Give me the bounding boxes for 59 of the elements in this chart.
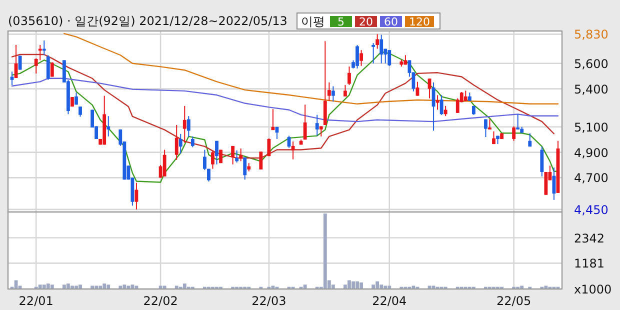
bar bbox=[384, 286, 388, 289]
text: 5 bbox=[338, 16, 344, 28]
bar bbox=[66, 284, 70, 289]
bar bbox=[158, 286, 162, 289]
bar bbox=[130, 284, 134, 289]
y-tick-label: 4,900 bbox=[574, 146, 608, 160]
y-tick-label: 5,100 bbox=[574, 120, 608, 134]
bar bbox=[356, 281, 359, 289]
bar bbox=[182, 284, 186, 289]
bar bbox=[323, 214, 327, 289]
bar bbox=[122, 284, 126, 289]
bar bbox=[303, 284, 307, 289]
y-tick-label: 2342 bbox=[574, 231, 605, 246]
x-tick-label: 22/02 bbox=[143, 294, 178, 308]
y-tick-label: x1000 bbox=[574, 282, 612, 296]
text: 20 bbox=[359, 16, 373, 28]
y-tick-label: 1181 bbox=[574, 256, 605, 271]
line-series bbox=[64, 32, 559, 105]
y-tick-label: 4,700 bbox=[574, 171, 608, 186]
text: 120 bbox=[409, 16, 430, 28]
bar bbox=[74, 286, 78, 289]
bar bbox=[42, 284, 46, 289]
bar bbox=[50, 284, 54, 289]
x-tick-label: 22/04 bbox=[372, 294, 407, 308]
bar bbox=[162, 286, 166, 289]
bar bbox=[344, 284, 347, 289]
bar bbox=[102, 284, 106, 289]
bar bbox=[520, 286, 524, 289]
bar bbox=[90, 286, 94, 289]
bar bbox=[388, 286, 392, 289]
bar bbox=[106, 284, 110, 289]
bar bbox=[372, 284, 376, 289]
bar bbox=[376, 281, 380, 289]
y-tick-label: 4,450 bbox=[574, 202, 608, 217]
bar bbox=[94, 286, 98, 289]
text: 60 bbox=[384, 16, 398, 28]
bar bbox=[38, 284, 42, 289]
bar bbox=[118, 286, 122, 289]
legend-title: 이평 bbox=[301, 14, 325, 28]
bar bbox=[331, 284, 335, 289]
bar bbox=[352, 281, 355, 289]
bar bbox=[380, 284, 384, 289]
y-tick-label: 5,600 bbox=[574, 56, 608, 71]
bar bbox=[78, 284, 82, 289]
bar bbox=[360, 282, 363, 289]
bar bbox=[174, 286, 178, 289]
bar bbox=[70, 286, 74, 289]
bar bbox=[544, 286, 548, 289]
x-tick-label: 22/05 bbox=[496, 294, 532, 308]
bar bbox=[98, 286, 102, 289]
chart-title: (035610) · 일간(92일) 2021/12/28~2022/05/13 bbox=[8, 14, 288, 28]
bar bbox=[62, 284, 66, 289]
x-tick-label: 22/01 bbox=[18, 294, 54, 308]
y-tick-label: 5,830 bbox=[574, 28, 608, 42]
y-tick-label: 5,400 bbox=[574, 82, 608, 96]
bar bbox=[46, 284, 50, 289]
x-tick-label: 22/03 bbox=[252, 294, 286, 308]
bar bbox=[348, 280, 351, 289]
bar bbox=[126, 286, 130, 289]
